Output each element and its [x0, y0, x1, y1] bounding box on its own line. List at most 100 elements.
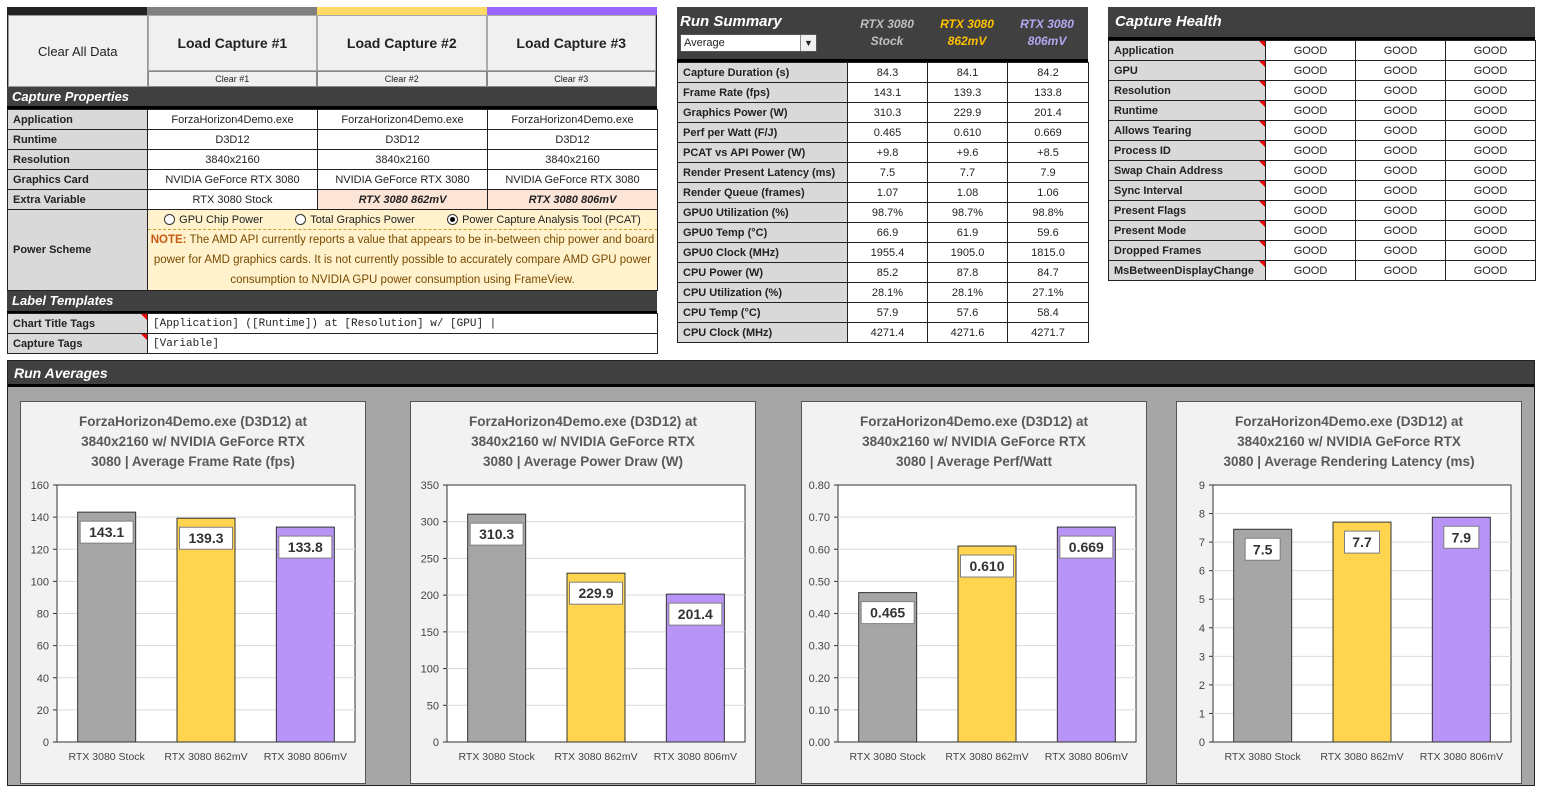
y-tick-label: 3: [1199, 651, 1205, 663]
row-label: Power Scheme: [7, 209, 148, 291]
capture-tags-input[interactable]: [Variable]: [147, 333, 658, 354]
y-tick-label: 0.50: [809, 576, 830, 588]
table-row: CPU Power (W) 85.2 87.8 84.7: [677, 262, 1089, 283]
chart-title-line: 3080 | Average Frame Rate (fps): [91, 454, 295, 469]
radio-total-graphics-power[interactable]: Total Graphics Power: [295, 213, 415, 226]
chart-title-line: 3080 | Average Perf/Watt: [895, 454, 1053, 469]
data-label-box: [860, 601, 915, 625]
y-tick-label: 0.80: [809, 480, 830, 492]
cell-capture-2: 229.9: [927, 102, 1008, 123]
load-capture-3-button[interactable]: Load Capture #3: [486, 15, 656, 71]
label-templates-header: Label Templates: [7, 291, 657, 313]
data-label-box: [668, 602, 723, 626]
row-label: CPU Temp (°C): [677, 302, 848, 323]
chart-title-tags-input[interactable]: [Application] ([Runtime]) at [Resolution…: [147, 313, 658, 334]
y-tick-label: 200: [421, 590, 439, 602]
row-label: Application: [7, 109, 148, 130]
row-label: CPU Clock (MHz): [677, 322, 848, 343]
cell-capture-2: +9.6: [927, 142, 1008, 163]
cell-capture-2: 3840x2160: [317, 149, 488, 170]
cell-capture-2: 1.08: [927, 182, 1008, 203]
data-label: 133.8: [288, 539, 323, 555]
table-row: Process ID GOOD GOOD GOOD: [1108, 140, 1536, 161]
cell-capture-2: GOOD: [1355, 80, 1446, 101]
column-header-capture-2: RTX 3080 862mV: [940, 17, 994, 48]
row-label: Allows Tearing: [1108, 120, 1266, 141]
cell-capture-3: GOOD: [1445, 240, 1536, 261]
table-row: CPU Clock (MHz) 4271.4 4271.6 4271.7: [677, 322, 1089, 343]
run-summary-title: Run Summary: [680, 13, 782, 30]
radio-pcat[interactable]: Power Capture Analysis Tool (PCAT): [447, 213, 641, 226]
row-label: Sync Interval: [1108, 180, 1266, 201]
table-row: MsBetweenDisplayChange GOOD GOOD GOOD: [1108, 260, 1536, 281]
row-label: GPU0 Utilization (%): [677, 202, 848, 223]
column-header-capture-3: RTX 3080 806mV: [1020, 17, 1074, 48]
chart-title-line: 3840x2160 w/ NVIDIA GeForce RTX: [1237, 434, 1461, 449]
cell-capture-3: 59.6: [1007, 222, 1089, 243]
data-label-box: [960, 554, 1014, 578]
cell-capture-3: 84.2: [1007, 62, 1089, 83]
load-capture-2-button[interactable]: Load Capture #2: [317, 15, 487, 71]
radio-label: GPU Chip Power: [179, 213, 263, 226]
bar-3: [1056, 526, 1116, 743]
chart-title-tags-label: Chart Title Tags: [7, 313, 148, 334]
y-tick-label: 0: [433, 737, 439, 749]
y-tick-label: 8: [1199, 509, 1205, 521]
x-tick-label: RTX 3080 862mV: [1320, 751, 1403, 763]
dropdown-value: Average: [684, 37, 725, 49]
cell-capture-1: 66.9: [847, 222, 928, 243]
data-label: 139.3: [188, 530, 223, 546]
cell-capture-3: 27.1%: [1007, 282, 1089, 303]
capture-properties-table: Application ForzaHorizon4Demo.exe ForzaHor…: [7, 109, 658, 291]
cell-capture-2: GOOD: [1355, 120, 1446, 141]
cell-capture-2: 61.9: [927, 222, 1008, 243]
row-label: Swap Chain Address: [1108, 160, 1266, 181]
clear-capture-3-button[interactable]: Clear #3: [486, 71, 656, 87]
cell-capture-3: 7.9: [1007, 162, 1089, 183]
clear-capture-2-button[interactable]: Clear #2: [317, 71, 487, 87]
cell-capture-1: NVIDIA GeForce RTX 3080: [147, 169, 318, 190]
cell-capture-1: 310.3: [847, 102, 928, 123]
bar-3: [1431, 516, 1491, 743]
table-row: Runtime D3D12 D3D12 D3D12: [7, 129, 658, 150]
chart-title: ForzaHorizon4Demo.exe (D3D12) at 3840x216…: [21, 402, 365, 472]
row-label: PCAT vs API Power (W): [677, 142, 848, 163]
data-label: 310.3: [479, 526, 514, 542]
cell-capture-3: GOOD: [1445, 180, 1536, 201]
y-tick-label: 0.40: [809, 609, 830, 621]
table-row: Capture Duration (s) 84.3 84.1 84.2: [677, 62, 1089, 83]
label-templates-table: Chart Title Tags [Application] ([Runtime]…: [7, 313, 658, 354]
x-tick-label: RTX 3080 806mV: [264, 751, 347, 763]
bar-1: [1233, 528, 1293, 743]
row-label: Graphics Card: [7, 169, 148, 190]
clear-capture-1-button[interactable]: Clear #1: [147, 71, 318, 87]
run-averages-panel: Run Averages ForzaHorizon4Demo.exe (D3D1…: [7, 360, 1535, 786]
statistic-dropdown[interactable]: Average ▼: [680, 34, 817, 52]
table-row: Graphics Power (W) 310.3 229.9 201.4: [677, 102, 1089, 123]
cell-capture-1: 3840x2160: [147, 149, 318, 170]
table-row: Graphics Card NVIDIA GeForce RTX 3080 NVID…: [7, 169, 658, 190]
cell-capture-3: 84.7: [1007, 262, 1089, 283]
radio-gpu-chip-power[interactable]: GPU Chip Power: [164, 213, 263, 226]
chart-title-line: 3080 | Average Rendering Latency (ms): [1223, 454, 1475, 469]
cell-capture-2: GOOD: [1355, 100, 1446, 121]
cell-capture-1: 57.9: [847, 302, 928, 323]
cell-capture-3: RTX 3080 806mV: [487, 189, 658, 210]
table-row: Allows Tearing GOOD GOOD GOOD: [1108, 120, 1536, 141]
radio-selected-icon: [447, 213, 459, 225]
y-tick-label: 4: [1199, 623, 1205, 635]
table-row: Render Queue (frames) 1.07 1.08 1.06: [677, 182, 1089, 203]
row-label: CPU Power (W): [677, 262, 848, 283]
data-label: 0.669: [1069, 539, 1104, 555]
load-capture-1-button[interactable]: Load Capture #1: [147, 15, 318, 71]
run-summary-table: Capture Duration (s) 84.3 84.1 84.2 Frame Ra…: [677, 62, 1089, 343]
cell-capture-3: GOOD: [1445, 80, 1536, 101]
table-row: Present Flags GOOD GOOD GOOD: [1108, 200, 1536, 221]
cell-capture-1: GOOD: [1265, 100, 1356, 121]
row-label: Frame Rate (fps): [677, 82, 848, 103]
chart-title-line: ForzaHorizon4Demo.exe (D3D12) at: [859, 414, 1089, 429]
clear-all-data-button[interactable]: Clear All Data: [8, 15, 148, 87]
y-tick-label: 6: [1199, 566, 1205, 578]
cell-capture-1: 4271.4: [847, 322, 928, 343]
row-label: GPU: [1108, 60, 1266, 81]
